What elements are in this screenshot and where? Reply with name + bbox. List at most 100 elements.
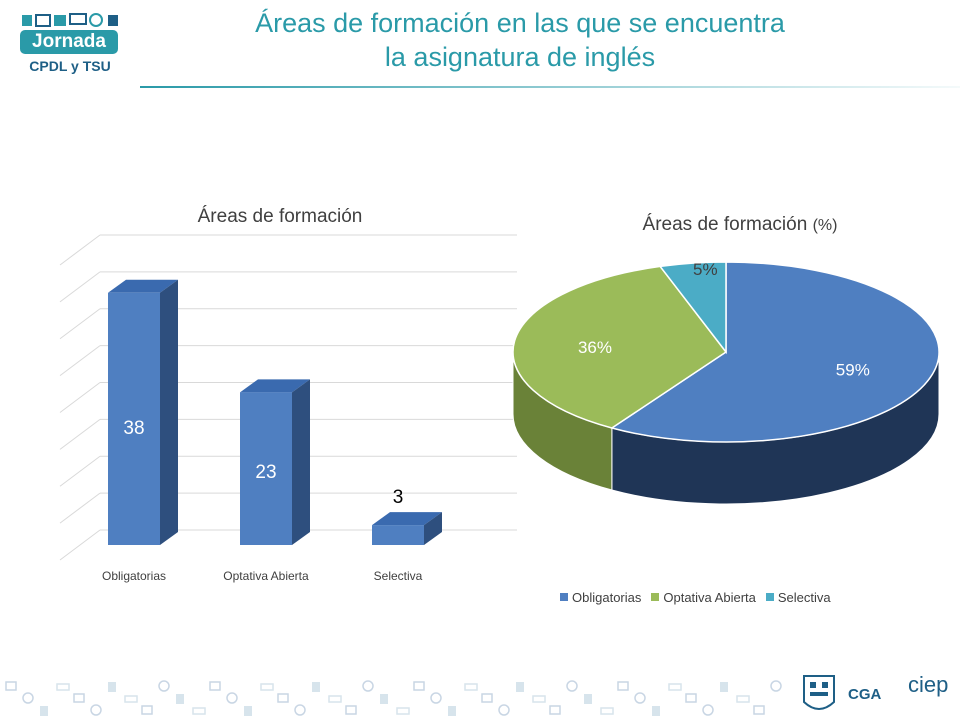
bar-top: [240, 379, 310, 393]
legend-item-obligatorias: Obligatorias: [560, 590, 641, 605]
footer-calendar-icon: [244, 706, 252, 716]
footer-book-icon: [396, 707, 410, 715]
bar-side: [424, 512, 442, 545]
pie-value-label: 5%: [693, 260, 718, 279]
pie-side-optativa-abierta: [512, 351, 613, 491]
bar-optativa-abierta: [240, 379, 310, 545]
x-tick-label: Obligatorias: [102, 569, 166, 583]
bar-chart-title: Áreas de formación: [197, 206, 363, 227]
footer-calendar-icon: [516, 682, 524, 692]
bar-front: [108, 292, 160, 545]
bar-value-label: 3: [393, 487, 404, 508]
footer-book-icon: [56, 683, 70, 691]
footer-book-icon: [328, 695, 342, 703]
legend-label: Selectiva: [777, 589, 831, 605]
pie-top: [512, 261, 940, 443]
footer-monitor-icon: [617, 681, 629, 691]
gridline-diagonal: [59, 418, 101, 450]
footer-book-icon: [464, 683, 478, 691]
footer-clock-icon: [226, 692, 238, 704]
gridline-diagonal: [59, 492, 101, 524]
legend-label: Optativa Abierta: [663, 589, 756, 605]
bar-side: [292, 379, 310, 545]
bar-selectiva: [372, 512, 442, 545]
footer-clock-icon: [90, 704, 102, 716]
bar-side: [160, 279, 178, 545]
legend-swatch: [651, 593, 660, 601]
jornada-logo: Jornada CPDL y TSU: [18, 12, 122, 76]
footer-monitor-icon: [209, 681, 221, 691]
legend-swatch: [765, 593, 774, 601]
footer-clock-icon: [702, 704, 714, 716]
x-tick-label: Selectiva: [374, 569, 423, 583]
logo-jornada-text: Jornada: [20, 30, 118, 54]
footer-monitor-icon: [753, 705, 765, 715]
footer-clock-icon: [498, 704, 510, 716]
bar-top: [108, 279, 178, 293]
footer-calendar-icon: [448, 706, 456, 716]
footer-monitor-icon: [141, 705, 153, 715]
footer-book-icon: [192, 707, 206, 715]
footer-calendar-icon: [652, 706, 660, 716]
pie-value-label: 59%: [836, 361, 870, 380]
footer-calendar-icon: [720, 682, 728, 692]
pie-value-label: 36%: [578, 338, 612, 357]
pie-slice-selectiva: [658, 261, 727, 355]
pie-chart-title: Áreas de formación (%): [590, 214, 890, 236]
footer-monitor-icon: [345, 705, 357, 715]
footer-book-icon: [124, 695, 138, 703]
legend-item-optativa: Optativa Abierta: [651, 590, 756, 605]
pie-slice-optativa-abierta: [512, 265, 728, 429]
footer-calendar-icon: [176, 694, 184, 704]
footer-clock-icon: [22, 692, 34, 704]
footer-clock-icon: [430, 692, 442, 704]
x-tick-label: Optativa Abierta: [223, 569, 309, 583]
footer-clock-icon: [770, 680, 782, 692]
footer-icon-pattern: [5, 680, 782, 716]
footer-book-icon: [260, 683, 274, 691]
udg-seal-icon: [803, 675, 835, 710]
logo-icons: [22, 13, 118, 27]
page-title-line1: Áreas de formación en las que se encuent…: [255, 8, 785, 38]
pie-sides: [512, 351, 940, 505]
footer-monitor-icon: [549, 705, 561, 715]
gridline-diagonal: [59, 455, 101, 487]
pie-chart-title-text: Áreas de formación: [642, 214, 808, 235]
footer-clock-icon: [634, 692, 646, 704]
gridline-diagonal: [59, 382, 101, 413]
bar-obligatorias: [108, 279, 178, 545]
footer-calendar-icon: [584, 694, 592, 704]
footer-clock-icon: [362, 680, 374, 692]
footer-book-icon: [532, 695, 546, 703]
bar-front: [240, 392, 292, 545]
footer-monitor-icon: [413, 681, 425, 691]
bar-front: [372, 525, 424, 545]
footer-monitor-icon: [481, 693, 493, 703]
pie-slice-obligatorias: [610, 261, 940, 443]
bar-value-label: 38: [123, 418, 144, 439]
footer-clock-icon: [566, 680, 578, 692]
footer-monitor-icon: [685, 693, 697, 703]
footer-monitor-icon: [73, 693, 85, 703]
title-divider: [140, 86, 960, 88]
bar-top: [372, 512, 442, 526]
gridline-diagonal: [59, 234, 101, 266]
bar-value-label: 23: [255, 462, 276, 483]
page-title-line2: la asignatura de inglés: [384, 42, 656, 72]
footer-monitor-icon: [277, 693, 289, 703]
page-title: Áreas de formación en las que se encuent…: [180, 6, 860, 74]
legend-swatch: [560, 593, 568, 601]
cga-logo: CGA: [848, 686, 882, 703]
footer-calendar-icon: [380, 694, 388, 704]
pie-side-obligatorias: [611, 351, 940, 505]
gridline-diagonal: [59, 345, 101, 377]
footer-calendar-icon: [40, 706, 48, 716]
footer-clock-icon: [294, 704, 306, 716]
footer-book-icon: [668, 683, 682, 691]
footer-clock-icon: [158, 680, 170, 692]
pie-legend: Obligatorias Optativa Abierta Selectiva: [560, 588, 950, 606]
gridline-diagonal: [59, 308, 101, 340]
ciep-logo: ciep: [908, 672, 949, 697]
